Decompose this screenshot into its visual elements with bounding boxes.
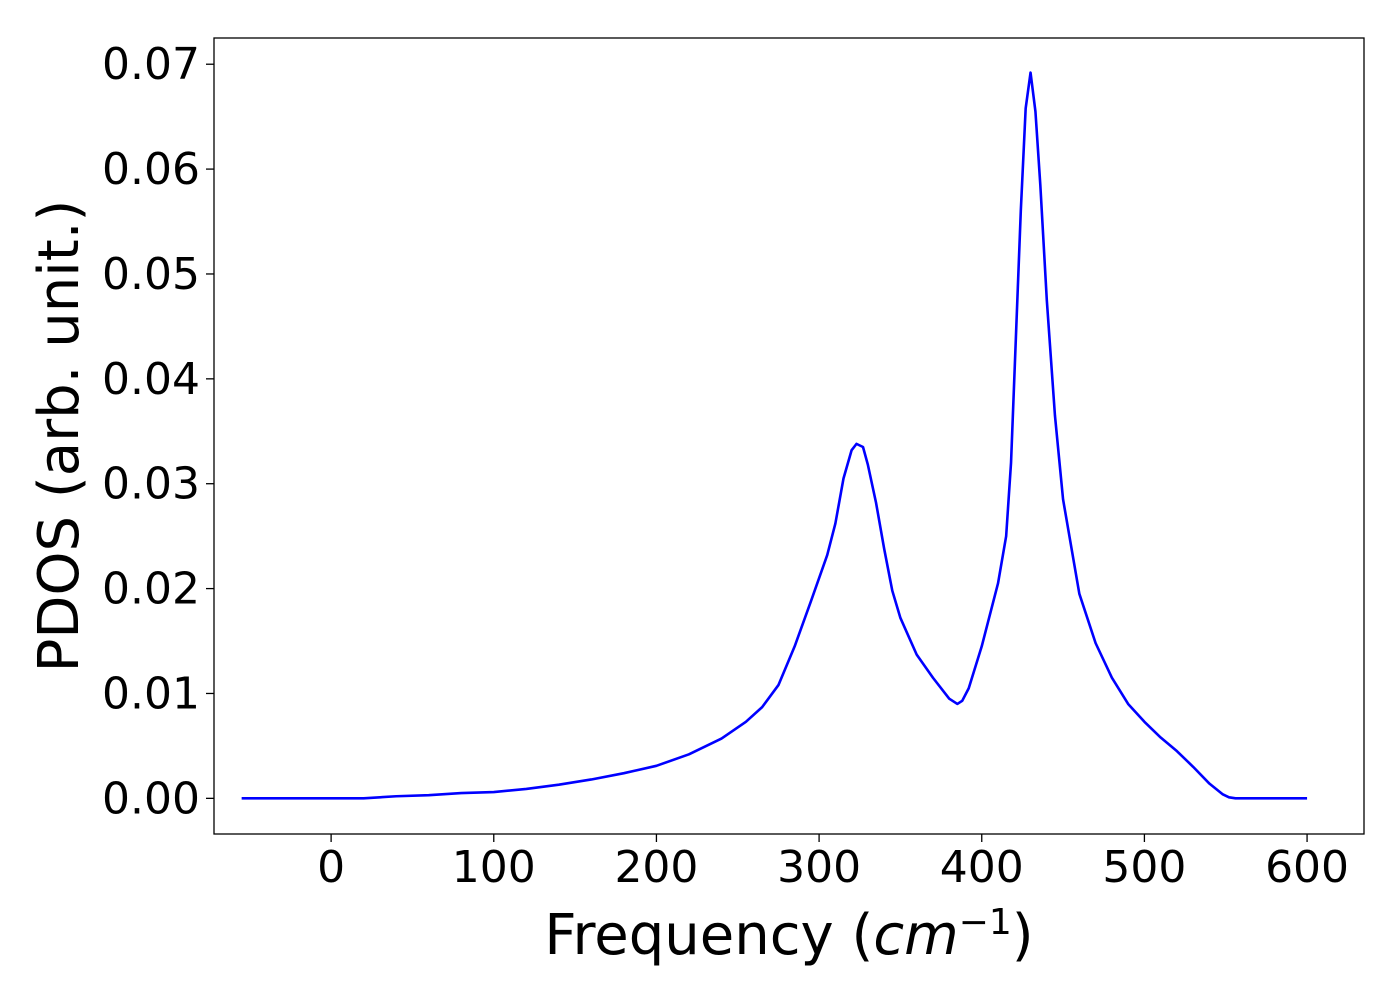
x-tick-label: 300 bbox=[777, 842, 861, 893]
y-tick-label: 0.04 bbox=[102, 354, 200, 405]
y-tick-label: 0.07 bbox=[102, 39, 200, 90]
pdos-series-line bbox=[241, 71, 1308, 800]
y-tick-label: 0.02 bbox=[102, 564, 200, 615]
x-tick-label: 200 bbox=[614, 842, 698, 893]
y-tick-label: 0.05 bbox=[102, 249, 200, 300]
x-axis-label-exponent: −1 bbox=[959, 902, 1012, 943]
x-axis-ticks: 0 100 200 300 400 500 600 bbox=[317, 834, 1349, 893]
y-axis-label: PDOS (arb. unit.) bbox=[27, 200, 92, 673]
x-tick-label: 100 bbox=[452, 842, 536, 893]
x-axis-label-close: ) bbox=[1012, 903, 1034, 968]
x-axis-label-text: Frequency ( bbox=[544, 903, 873, 968]
x-tick-label: 600 bbox=[1265, 842, 1349, 893]
x-axis-label-unit: cm bbox=[873, 903, 958, 968]
x-tick-label: 500 bbox=[1102, 842, 1186, 893]
y-axis-ticks: 0.00 0.01 0.02 0.03 0.04 0.05 0.06 0.07 bbox=[102, 39, 214, 824]
x-tick-label: 0 bbox=[317, 842, 345, 893]
x-tick-label: 400 bbox=[940, 842, 1024, 893]
y-tick-label: 0.00 bbox=[102, 773, 200, 824]
x-axis-label: Frequency (cm−1) bbox=[544, 902, 1033, 969]
plot-area-frame bbox=[213, 37, 1365, 835]
y-tick-label: 0.06 bbox=[102, 144, 200, 195]
y-tick-label: 0.01 bbox=[102, 668, 200, 719]
y-tick-label: 0.03 bbox=[102, 459, 200, 510]
